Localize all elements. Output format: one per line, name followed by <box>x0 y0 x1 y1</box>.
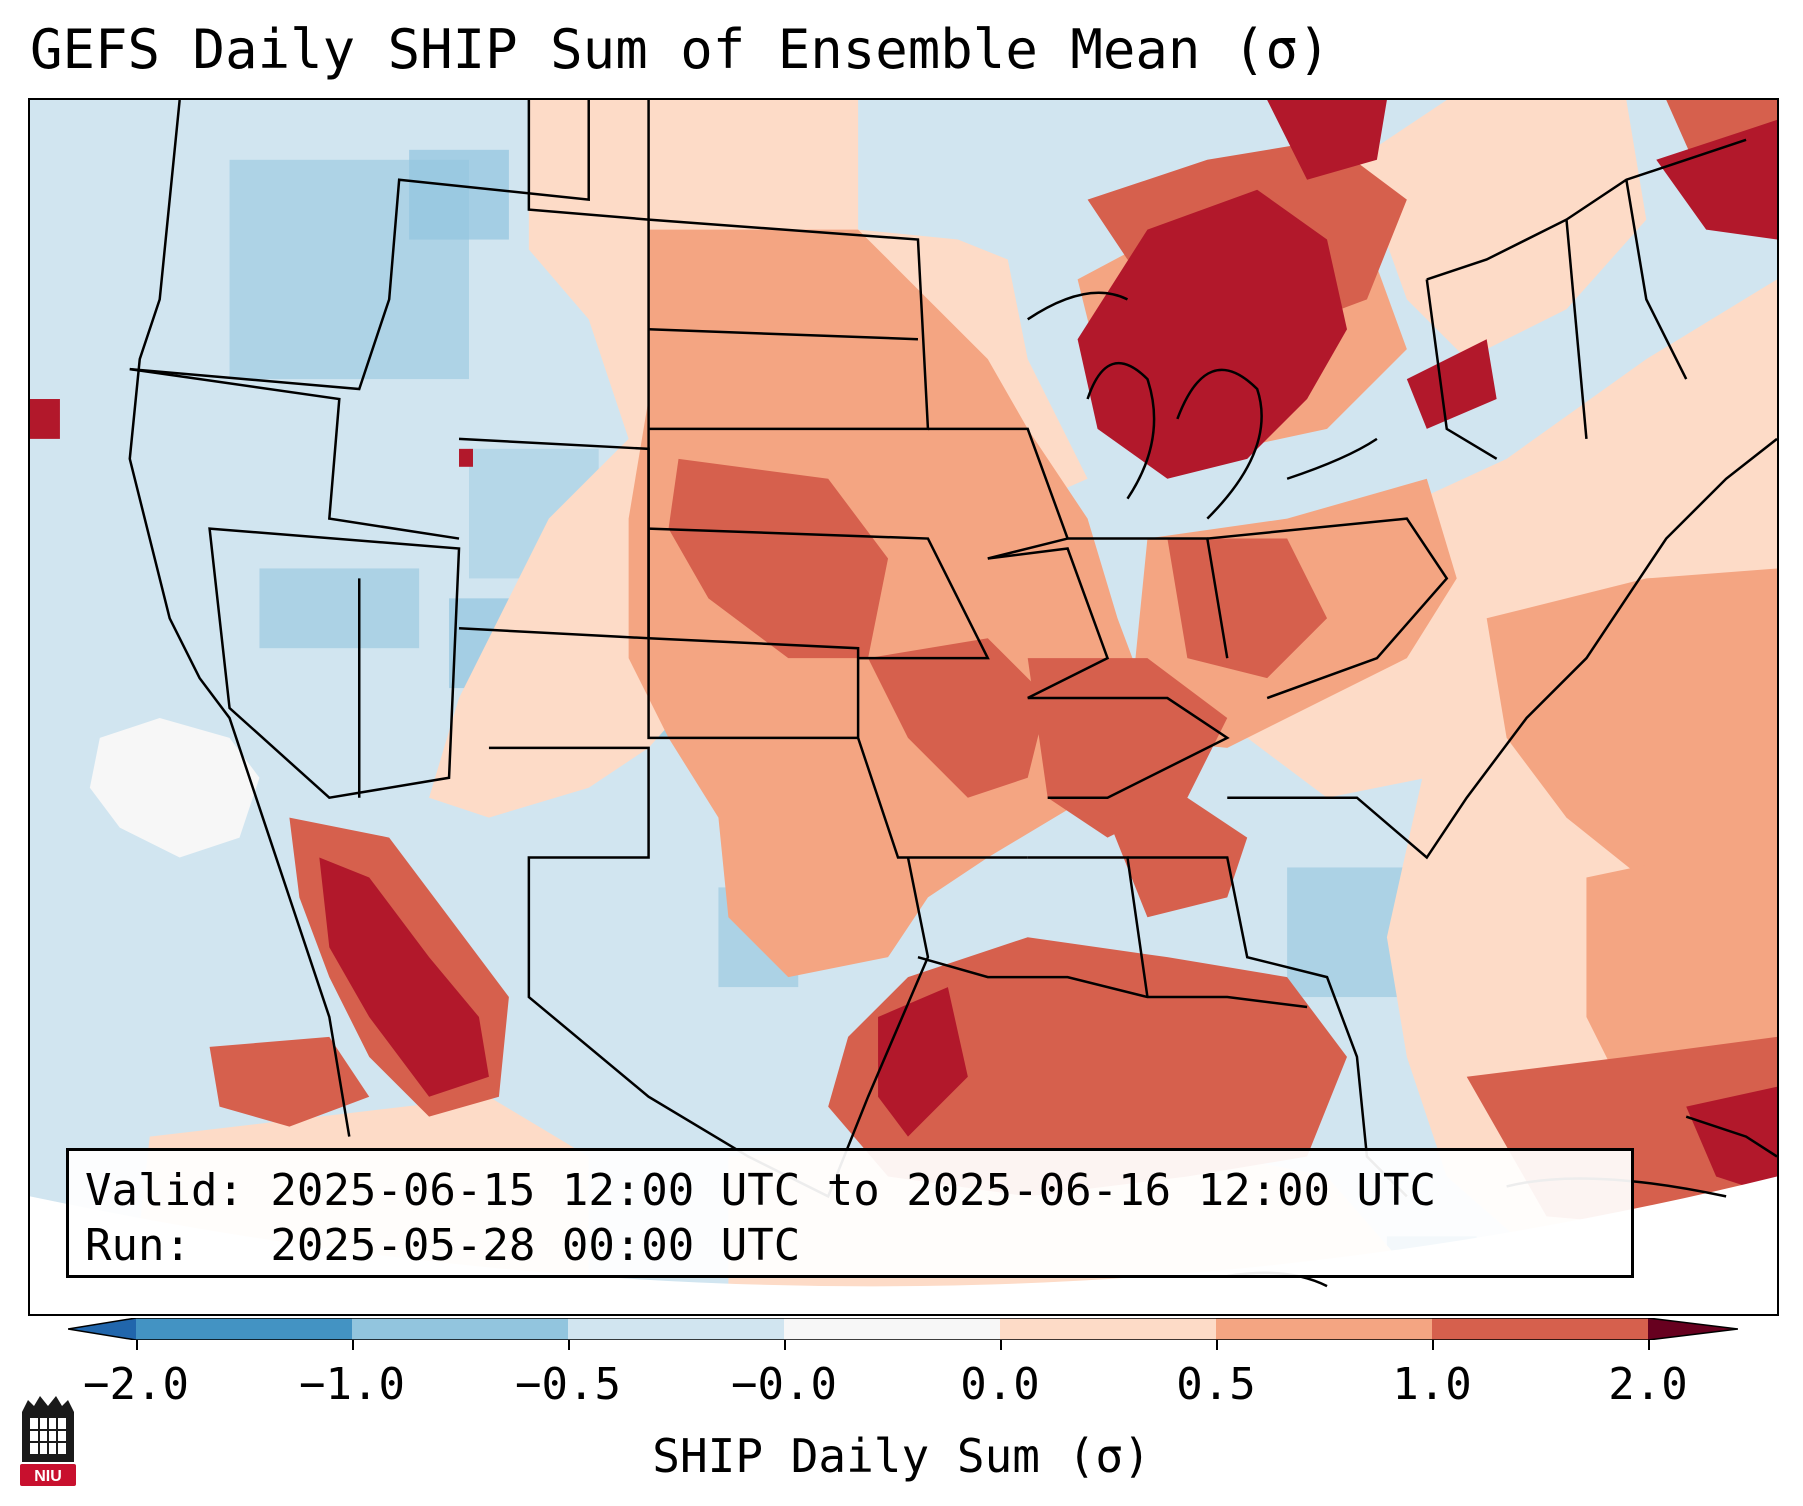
colorbar-tick <box>1216 1340 1218 1350</box>
colorbar-tick <box>1000 1340 1002 1350</box>
colorbar-segment <box>352 1318 568 1340</box>
chart-title: GEFS Daily SHIP Sum of Ensemble Mean (σ) <box>30 18 1331 81</box>
colorbar <box>68 1318 1738 1340</box>
coastlines-and-borders <box>128 100 1777 1288</box>
colorbar-over-arrow <box>1648 1318 1738 1340</box>
projection-edge <box>30 1176 1777 1314</box>
colorbar-tick-label: 0.5 <box>1176 1359 1256 1410</box>
colorbar-tick <box>1432 1340 1434 1350</box>
colorbar-tick-label: −0.0 <box>731 1359 837 1410</box>
colorbar-tick <box>568 1340 570 1350</box>
colorbar-tick <box>352 1340 354 1350</box>
run-time-text: Run: 2025-05-28 00:00 UTC <box>85 1220 801 1271</box>
colorbar-segment <box>784 1318 1000 1340</box>
colorbar-segment <box>568 1318 784 1340</box>
valid-time-text: Valid: 2025-06-15 12:00 UTC to 2025-06-1… <box>85 1165 1437 1216</box>
colorbar-tick-label: 2.0 <box>1608 1359 1688 1410</box>
colorbar-tick-label: 1.0 <box>1392 1359 1472 1410</box>
map-panel <box>28 98 1779 1316</box>
colorbar-segment <box>1216 1318 1432 1340</box>
colorbar-tick-label: −0.5 <box>515 1359 621 1410</box>
colorbar-segment <box>1432 1318 1648 1340</box>
logo-text: NIU <box>34 1468 62 1485</box>
colorbar-label: SHIP Daily Sum (σ) <box>652 1429 1151 1483</box>
colorbar-tick <box>784 1340 786 1350</box>
colorbar-tick-label: −1.0 <box>299 1359 405 1410</box>
niu-logo: NIU <box>20 1396 76 1486</box>
neutral-patch <box>89 717 260 858</box>
colorbar-segment <box>1000 1318 1216 1340</box>
valid-run-info-box: Valid: 2025-06-15 12:00 UTC to 2025-06-1… <box>66 1148 1634 1278</box>
colorbar-under-arrow <box>68 1318 136 1340</box>
colorbar-ticks: −2.0 −1.0 −0.5 −0.0 0.0 0.5 1.0 2.0 <box>0 1340 1803 1410</box>
colorbar-tick-label: −2.0 <box>83 1359 189 1410</box>
logo-badge <box>20 1464 76 1486</box>
logo-window-grid <box>30 1418 66 1454</box>
strong-positive-field <box>209 100 1777 1237</box>
colorbar-tick <box>1648 1340 1650 1350</box>
colorbar-tick-label: 0.0 <box>960 1359 1040 1410</box>
colorbar-segment <box>136 1318 352 1340</box>
colorbar-tick <box>136 1340 138 1350</box>
map-svg <box>30 100 1777 1314</box>
